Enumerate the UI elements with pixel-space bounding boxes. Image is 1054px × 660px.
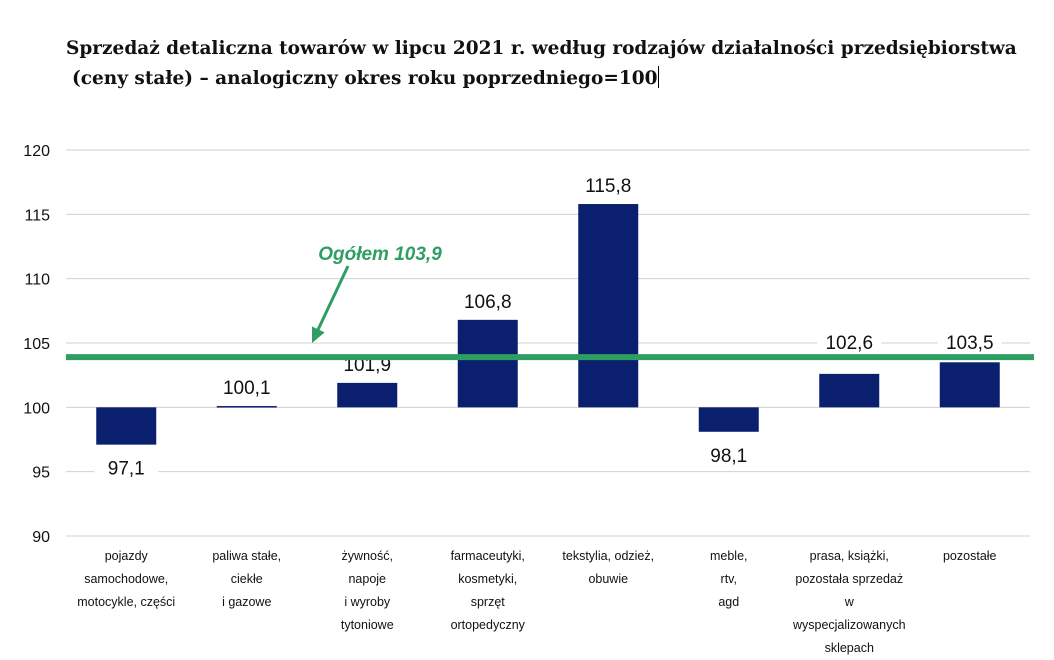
x-category-label-line: żywność, [341, 549, 393, 563]
value-label: 115,8 [585, 176, 631, 197]
chart-title-line2: (ceny stałe) – analogiczny okres roku po… [72, 68, 658, 89]
x-category-label-line: prasa, książki, [809, 549, 889, 563]
text-cursor [658, 66, 660, 88]
x-category-label-line: w wyspecjalizowanych [792, 595, 906, 632]
x-category-label-line: agd [718, 595, 740, 609]
x-category-label: meble, rtv, agd [670, 545, 788, 614]
x-category-label-line: pozostałe [942, 549, 997, 563]
x-category-label-line: farmaceutyki, [450, 549, 525, 563]
value-label-bg [696, 443, 761, 466]
x-category-label: tekstylia, odzież, obuwie [549, 545, 667, 591]
y-tick-label: 115 [24, 207, 50, 224]
chart-title-line1: Sprzedaż detaliczna towarów w lipcu 2021… [66, 38, 1017, 59]
x-category-label: paliwa stałe, ciekłe i gazowe [188, 545, 306, 614]
value-label-bg [817, 331, 882, 354]
x-category-label-line: sklepach [824, 641, 874, 655]
annotation-arrow-head [312, 326, 325, 343]
bar [457, 319, 518, 408]
value-label-bg [214, 376, 279, 399]
bar [939, 362, 1000, 408]
y-tick-label: 95 [32, 465, 50, 482]
bar [216, 406, 277, 408]
x-category-label-line: meble, [709, 549, 748, 563]
y-tick-label: 100 [23, 400, 50, 417]
chart-title: Sprzedaż detaliczna towarów w lipcu 2021… [66, 34, 1046, 94]
bar [96, 407, 157, 445]
x-category-label: prasa, książki, pozostała sprzedaż w wyspe… [790, 545, 908, 660]
x-category-label-line: napoje [348, 572, 387, 586]
value-label: 103,5 [946, 333, 994, 354]
x-category-label-line: i gazowe [222, 595, 272, 609]
value-label: 106,8 [464, 292, 512, 313]
reference-label: Ogółem 103,9 [318, 244, 442, 265]
x-category-label-line: paliwa stałe, [212, 549, 282, 563]
x-category-label-line: pozostała sprzedaż [795, 572, 904, 586]
x-category-label-line: ciekłe [230, 572, 263, 586]
x-category-label-line: tytoniowe [340, 618, 394, 632]
value-label: 100,1 [223, 378, 271, 399]
x-category-label: żywność, napoje i wyroby tytoniowe [308, 545, 426, 637]
annotation-arrow-shaft [314, 265, 350, 335]
x-category-label-line: i wyroby [344, 595, 391, 609]
x-category-label-line: kosmetyki, [458, 572, 518, 586]
x-category-label-line: obuwie [588, 572, 629, 586]
value-label: 102,6 [825, 333, 873, 354]
value-label: 97,1 [108, 459, 145, 480]
value-label-bg [937, 331, 1002, 354]
y-tick-label: 105 [23, 336, 50, 353]
y-tick-label: 120 [23, 143, 50, 160]
value-label: 98,1 [710, 446, 747, 467]
value-label-bg [455, 289, 520, 312]
x-category-label: pojazdy samochodowe, motocykle, części [67, 545, 185, 614]
bar-chart: 909510010511011512097,1100,1101,9106,811… [23, 143, 1034, 546]
x-category-label-line: tekstylia, odzież, [562, 549, 655, 563]
bar [698, 407, 759, 432]
bar [578, 204, 639, 408]
x-category-label: farmaceutyki, kosmetyki, sprzęt ortopedyczn… [429, 545, 547, 637]
x-category-label: pozostałe [911, 545, 1029, 568]
x-category-label-line: rtv, [720, 572, 737, 586]
value-label-bg [576, 174, 641, 197]
y-tick-label: 110 [24, 272, 50, 289]
bar [337, 382, 398, 408]
x-category-label-line: samochodowe, [84, 572, 169, 586]
x-category-label-line: ortopedyczny [450, 618, 525, 632]
value-label-bg [94, 456, 159, 479]
y-tick-label: 90 [32, 529, 50, 546]
x-category-label-line: sprzęt [470, 595, 505, 609]
bar [819, 373, 880, 408]
x-category-label-line: pojazdy [104, 549, 148, 563]
x-category-label-line: motocykle, części [77, 595, 176, 609]
